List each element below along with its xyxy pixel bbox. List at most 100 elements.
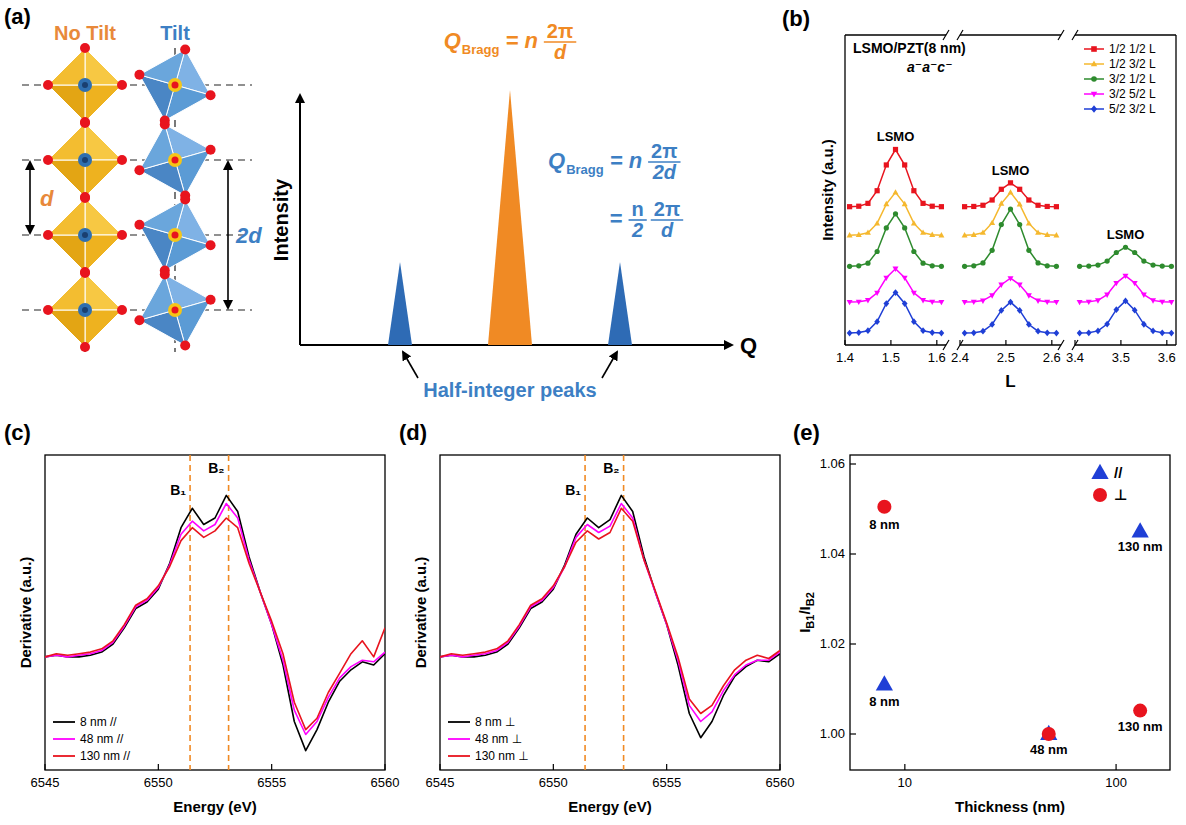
x-tick: [1051, 340, 1052, 345]
series-marker: [911, 318, 917, 325]
series-marker: [939, 264, 944, 269]
figure: (a)No TiltTiltd2dIntensityQHalf-integer …: [0, 0, 1186, 825]
series-marker: [1026, 197, 1031, 202]
reference-line: [584, 455, 586, 770]
x-tick: [904, 764, 905, 770]
plot-frame: [440, 455, 780, 770]
series-marker: [1123, 298, 1129, 305]
legend-line: [448, 738, 470, 740]
series-marker: [1044, 232, 1050, 237]
series-marker: [1132, 250, 1137, 255]
b-site-atom: [168, 303, 182, 317]
spacing-label: 2d: [235, 223, 262, 248]
octahedron-face: [48, 235, 85, 272]
x-axis-title: Energy (eV): [173, 798, 256, 815]
axis-title: Q: [740, 333, 757, 358]
legend-label: 130 nm ⊥: [475, 749, 529, 763]
series-marker: [930, 204, 935, 209]
series-marker: [1086, 263, 1091, 268]
y-axis-title: Derivative (a.u.): [412, 557, 429, 669]
oxygen-atom: [43, 230, 53, 240]
fraction-denominator: d: [554, 41, 567, 63]
frame-line: [845, 34, 946, 35]
octahedron-face: [48, 273, 85, 310]
axis-break: [943, 340, 949, 350]
y-axis-title: Intensity (a.u.): [819, 139, 836, 241]
panel-b: (b)1.41.51.62.42.52.63.43.53.6LIntensity…: [782, 6, 1176, 391]
fraction-denominator: d: [661, 219, 674, 241]
legend-label: 130 nm //: [80, 749, 131, 763]
series-marker: [1017, 283, 1023, 288]
octahedron-face: [48, 123, 85, 160]
x-tick-label: 6545: [31, 775, 60, 790]
y-axis-title-subscript: B2: [804, 592, 816, 606]
series-marker: [911, 188, 916, 193]
scatter-point: [876, 675, 893, 690]
series-marker: [902, 201, 908, 206]
oxygen-atom: [180, 44, 190, 54]
x-tick: [44, 764, 45, 770]
series-marker: [1017, 201, 1023, 206]
pointer-arrow: [602, 352, 617, 378]
spacing-arrow: [227, 162, 229, 308]
series-marker: [1169, 264, 1174, 269]
series-line: [850, 269, 942, 302]
series-marker: [1026, 293, 1032, 298]
spacing-arrow: [29, 162, 31, 233]
panel-e: (e)101001.001.021.041.06Thickness (nm)IB…: [793, 420, 1170, 815]
series-marker: [847, 300, 853, 305]
series-marker: [1132, 307, 1138, 314]
legend-line: [448, 721, 470, 723]
x-tick: [271, 764, 272, 770]
series-marker: [998, 283, 1004, 288]
x-tick: [959, 340, 960, 345]
series-marker: [920, 229, 926, 234]
series-marker: [1150, 328, 1156, 335]
x-tick: [666, 764, 667, 770]
series-marker: [1159, 329, 1165, 336]
legend-label: 3/2 5/2 L: [1109, 87, 1156, 101]
series-marker: [1053, 232, 1059, 237]
oxygen-atom: [160, 269, 170, 279]
y-tick: [850, 553, 856, 554]
x-tick-label: 6545: [426, 775, 455, 790]
x-tick-label: 2.6: [1043, 350, 1061, 365]
series-marker: [1123, 245, 1128, 250]
fraction-numerator: 2π: [654, 198, 680, 220]
x-tick: [158, 764, 159, 770]
formula-subscript: Bragg: [462, 42, 500, 57]
legend-label: //: [1114, 464, 1123, 481]
y-axis-title: IB1/IB2: [796, 592, 816, 633]
series-marker: [990, 248, 995, 253]
series-marker: [962, 232, 968, 237]
series-marker: [902, 225, 907, 230]
formula-text: Q: [548, 148, 565, 173]
scatter-point: [1132, 522, 1149, 537]
fraction-denominator: 2d: [652, 161, 677, 183]
b-site-atom: [168, 228, 182, 242]
series-marker: [1095, 328, 1101, 335]
series-marker: [911, 291, 917, 296]
y-tick: [850, 643, 856, 644]
legend-symbol: [1091, 76, 1097, 82]
series-line: [965, 278, 1057, 302]
oxygen-atom: [80, 43, 90, 53]
scatter-point: [877, 500, 891, 514]
legend-label: 1/2 3/2 L: [1109, 57, 1156, 71]
y-tick-label: 1.02: [820, 636, 845, 651]
formula-text: Q: [444, 28, 461, 53]
series-marker: [939, 330, 945, 337]
series-marker: [911, 220, 917, 225]
plot-area: [962, 180, 1060, 336]
series-marker: [998, 307, 1004, 314]
legend-label: 48 nm //: [80, 732, 124, 746]
plot-frame: [850, 455, 1170, 770]
series-marker: [1095, 263, 1100, 268]
oxygen-atom: [206, 90, 216, 100]
oxygen-atom: [206, 295, 216, 305]
fraction-bar: [544, 41, 576, 43]
series-marker: [1035, 203, 1040, 208]
x-tick: [1005, 340, 1006, 345]
series-marker: [1035, 229, 1041, 234]
panel-1: (c)6545655065556560Energy (eV)Derivative…: [4, 420, 399, 815]
